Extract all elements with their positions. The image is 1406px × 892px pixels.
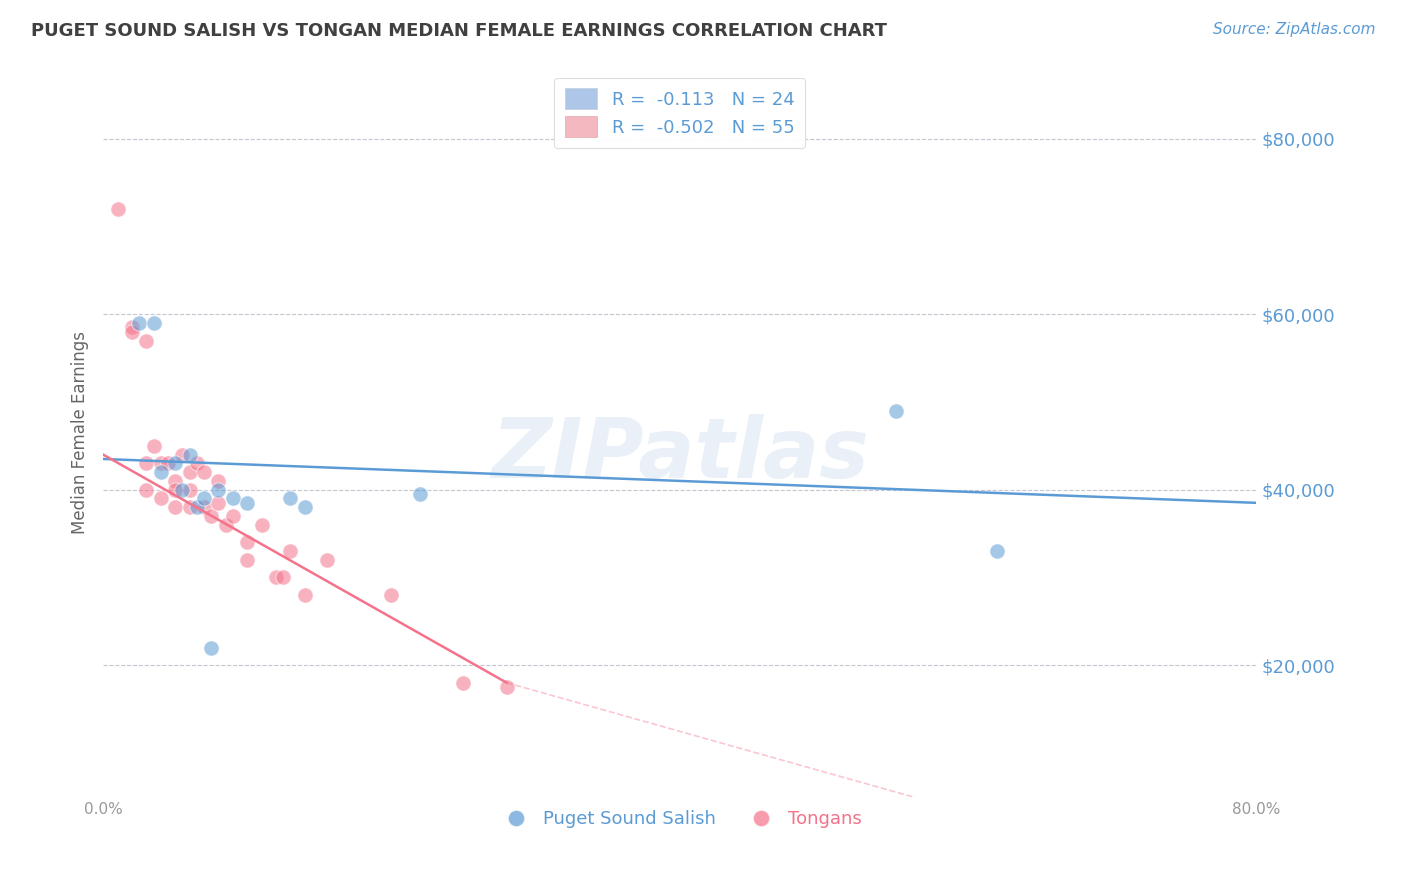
Point [495, 680, 517, 694]
Point [264, 570, 287, 584]
Point [207, 474, 229, 488]
Point [193, 491, 215, 506]
Point [222, 508, 245, 523]
Point [294, 500, 316, 515]
Point [149, 491, 172, 506]
Point [280, 491, 302, 506]
Point [121, 325, 143, 339]
Text: Source: ZipAtlas.com: Source: ZipAtlas.com [1212, 22, 1375, 37]
Point [142, 316, 165, 330]
Point [271, 570, 294, 584]
Point [135, 334, 157, 348]
Point [186, 456, 208, 470]
Point [149, 456, 172, 470]
Point [142, 439, 165, 453]
Point [128, 316, 150, 330]
Point [186, 500, 208, 515]
Point [165, 483, 187, 497]
Text: ZIPatlas: ZIPatlas [491, 414, 869, 495]
Point [135, 456, 157, 470]
Point [193, 465, 215, 479]
Text: PUGET SOUND SALISH VS TONGAN MEDIAN FEMALE EARNINGS CORRELATION CHART: PUGET SOUND SALISH VS TONGAN MEDIAN FEMA… [31, 22, 887, 40]
Point [172, 448, 194, 462]
Point [380, 588, 402, 602]
Point [193, 500, 215, 515]
Point [200, 508, 222, 523]
Point [409, 487, 432, 501]
Point [179, 448, 201, 462]
Point [315, 553, 337, 567]
Point [214, 517, 236, 532]
Point [453, 675, 475, 690]
Point [149, 465, 172, 479]
Point [280, 544, 302, 558]
Point [236, 553, 259, 567]
Point [165, 500, 187, 515]
Y-axis label: Median Female Earnings: Median Female Earnings [72, 331, 89, 534]
Point [121, 320, 143, 334]
Point [986, 544, 1008, 558]
Point [135, 483, 157, 497]
Point [236, 535, 259, 549]
Point [179, 465, 201, 479]
Point [207, 483, 229, 497]
Point [165, 456, 187, 470]
Point [165, 474, 187, 488]
Point [250, 517, 273, 532]
Point [200, 640, 222, 655]
Point [884, 403, 907, 417]
Point [156, 456, 179, 470]
Point [222, 491, 245, 506]
Point [294, 588, 316, 602]
Point [179, 500, 201, 515]
Point [207, 496, 229, 510]
Legend: Puget Sound Salish, Tongans: Puget Sound Salish, Tongans [491, 803, 869, 835]
Point [107, 202, 129, 216]
Point [172, 483, 194, 497]
Point [236, 496, 259, 510]
Point [179, 483, 201, 497]
